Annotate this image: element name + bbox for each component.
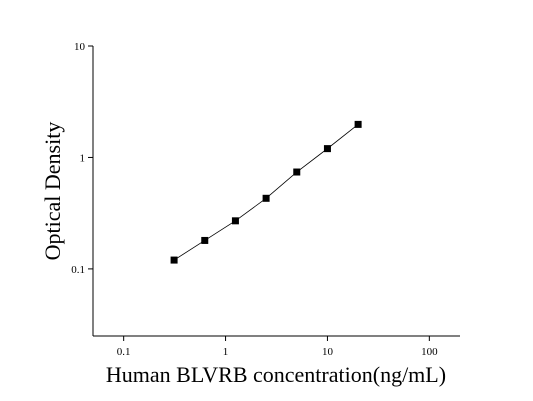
- data-point: [262, 194, 270, 202]
- y-tick-label: 0.1: [71, 264, 85, 276]
- data-point: [293, 168, 301, 176]
- data-point: [201, 236, 209, 244]
- data-point: [323, 145, 331, 153]
- y-tick-label: 10: [74, 41, 86, 53]
- x-tick-label: 100: [421, 346, 438, 358]
- x-tick-label: 10: [322, 346, 334, 358]
- y-tick-label: 1: [80, 152, 86, 164]
- data-point: [170, 256, 178, 264]
- y-axis-title: Optical Density: [40, 122, 65, 261]
- data-point: [231, 217, 239, 225]
- x-axis-title: Human BLVRB concentration(ng/mL): [106, 362, 446, 387]
- x-tick-label: 1: [223, 346, 229, 358]
- data-point: [354, 120, 362, 128]
- x-tick-label: 0.1: [117, 346, 131, 358]
